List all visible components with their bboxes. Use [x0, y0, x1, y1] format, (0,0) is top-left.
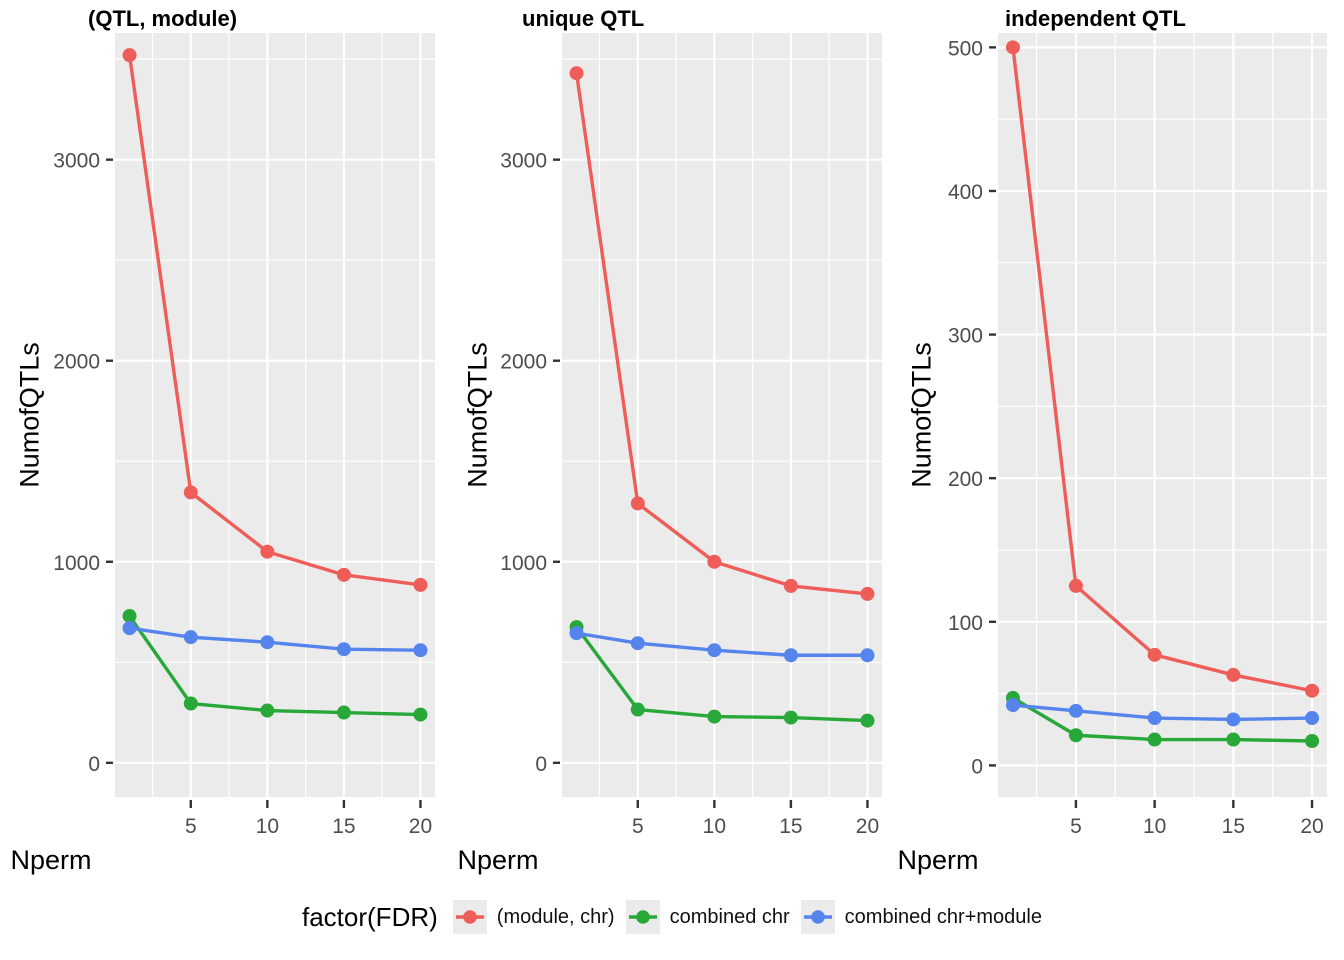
- data-point: [1147, 711, 1162, 726]
- x-tick-label: 20: [1300, 815, 1323, 838]
- data-point: [630, 636, 645, 651]
- legend-item-label: combined chr: [669, 905, 790, 928]
- data-point: [122, 609, 137, 624]
- data-point: [183, 630, 198, 645]
- data-point: [860, 648, 875, 663]
- data-point: [860, 713, 875, 728]
- data-point: [336, 567, 351, 582]
- panel-independent-qtl: independent QTL NumofQTLs 0 100 200 300 400 5…: [896, 0, 1344, 880]
- legend: factor(FDR) (module, chr) combined chr c…: [0, 884, 1344, 950]
- legend-line-point-icon: [803, 910, 832, 924]
- y-tick-label: 200: [948, 468, 983, 491]
- y-tick-label: 1000: [500, 552, 547, 575]
- legend-key-swatch: [800, 900, 835, 934]
- x-tick-label: 5: [1070, 815, 1082, 838]
- panel-title: unique QTL: [522, 6, 645, 31]
- y-tick-label: 100: [948, 612, 983, 635]
- panel-title: (QTL, module): [88, 6, 238, 31]
- data-point: [1005, 40, 1020, 55]
- y-tick-label: 500: [948, 37, 983, 60]
- y-tick-label: 2000: [500, 351, 547, 374]
- plot-area: 0 100 200 300 400 500 5 10 15 20: [948, 33, 1327, 838]
- legend-item-label: combined chr+module: [844, 905, 1042, 928]
- data-point: [1147, 732, 1162, 747]
- data-point: [413, 577, 428, 592]
- legend-line-point-icon: [455, 910, 484, 924]
- data-point: [1305, 711, 1320, 726]
- x-axis-title: Nperm: [457, 845, 539, 875]
- y-tick-label: 2000: [53, 351, 100, 374]
- data-point: [630, 496, 645, 511]
- data-point: [260, 635, 275, 650]
- legend-key-swatch: [452, 900, 487, 934]
- data-point: [1305, 733, 1320, 748]
- x-tick-label: 10: [1143, 815, 1166, 838]
- data-point: [1147, 647, 1162, 662]
- x-tick-label: 10: [256, 815, 279, 838]
- x-tick-label: 20: [856, 815, 879, 838]
- x-axis-title: Nperm: [10, 845, 92, 875]
- legend-item: combined chr+module: [800, 900, 1042, 934]
- data-point: [783, 578, 798, 593]
- data-point: [630, 702, 645, 717]
- legend-item: (module, chr): [452, 900, 615, 934]
- data-point: [783, 710, 798, 725]
- panel-title: independent QTL: [1005, 6, 1186, 31]
- data-point: [1226, 712, 1241, 727]
- data-point: [1068, 703, 1083, 718]
- data-point: [1068, 578, 1083, 593]
- data-point: [1068, 728, 1083, 743]
- legend-title: factor(FDR): [302, 901, 438, 932]
- data-point: [336, 642, 351, 657]
- data-point: [260, 703, 275, 718]
- data-point: [413, 643, 428, 658]
- x-tick-label: 20: [409, 815, 432, 838]
- y-tick-label: 400: [948, 181, 983, 204]
- y-tick-label: 0: [88, 753, 100, 776]
- data-point: [783, 648, 798, 663]
- panel-unique-qtl: unique QTL NumofQTLs 0 1000 2000 3000 5 10 15 2…: [448, 0, 896, 880]
- data-point: [1305, 683, 1320, 698]
- data-point: [569, 626, 584, 641]
- x-tick-label: 10: [703, 815, 726, 838]
- data-point: [183, 696, 198, 711]
- data-point: [413, 707, 428, 722]
- x-tick-label: 15: [332, 815, 355, 838]
- data-point: [1226, 667, 1241, 682]
- x-axis-title: Nperm: [897, 845, 979, 875]
- x-tick-label: 15: [1222, 815, 1245, 838]
- x-tick-label: 15: [779, 815, 802, 838]
- plot-area: 0 1000 2000 3000 5 10 15 20: [53, 33, 435, 838]
- legend-key-swatch: [625, 900, 660, 934]
- y-tick-label: 0: [535, 753, 547, 776]
- panel-qtl-module: (QTL, module) NumofQTLs 0 1000 2000 3000 5 10…: [0, 0, 448, 880]
- legend-item: combined chr: [625, 900, 790, 934]
- data-point: [122, 48, 137, 63]
- y-tick-label: 3000: [53, 150, 100, 173]
- data-point: [183, 485, 198, 500]
- data-point: [860, 586, 875, 601]
- x-tick-label: 5: [185, 815, 197, 838]
- data-point: [1005, 698, 1020, 713]
- y-tick-label: 300: [948, 325, 983, 348]
- legend-item-label: (module, chr): [496, 905, 615, 928]
- panel-background: [562, 33, 882, 797]
- data-point: [336, 705, 351, 720]
- legend-line-point-icon: [628, 910, 657, 924]
- x-tick-label: 5: [632, 815, 644, 838]
- data-point: [1226, 732, 1241, 747]
- data-point: [707, 643, 722, 658]
- data-point: [260, 544, 275, 559]
- data-point: [569, 66, 584, 81]
- y-tick-label: 1000: [53, 552, 100, 575]
- data-point: [707, 554, 722, 569]
- data-point: [707, 709, 722, 724]
- y-tick-label: 0: [971, 755, 983, 778]
- panel-background: [115, 33, 435, 797]
- plot-area: 0 1000 2000 3000 5 10 15 20: [500, 33, 882, 838]
- y-tick-label: 3000: [500, 150, 547, 173]
- data-point: [122, 621, 137, 636]
